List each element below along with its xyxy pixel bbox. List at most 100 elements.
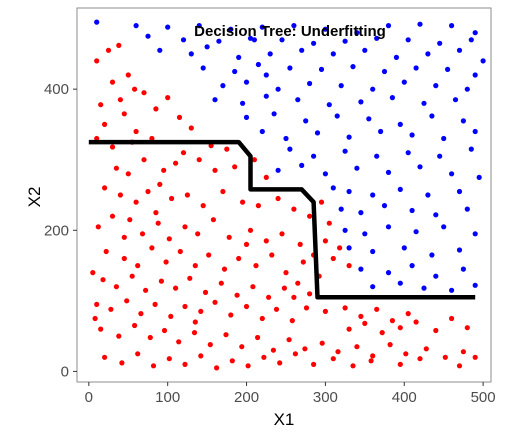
point-blue [145,33,151,39]
point-red [102,185,108,191]
point-red [289,318,295,324]
point-red [277,360,283,366]
point-red [98,102,104,108]
point-red [141,157,147,163]
point-red [362,320,368,326]
point-red [139,231,146,237]
point-red [206,252,212,258]
point-blue [468,146,474,152]
point-blue [346,188,352,195]
point-blue [334,113,340,119]
point-blue [243,79,250,85]
point-blue [263,93,269,99]
point-red [374,306,380,312]
point-red [202,289,209,295]
point-blue [259,128,265,135]
point-red [270,347,276,353]
point-blue [413,229,419,235]
point-blue [472,282,478,288]
point-red [311,361,317,367]
point-red [330,356,336,362]
points-layer [90,19,486,371]
point-blue [287,65,293,71]
point-blue [346,245,352,251]
point-blue [378,128,384,135]
point-red [307,213,313,219]
point-blue [472,231,478,237]
point-blue [362,47,368,53]
point-red [195,231,201,237]
point-blue [480,58,486,64]
point-blue [441,135,447,142]
point-red [138,311,144,317]
point-blue [370,86,376,92]
point-red [433,327,439,334]
point-blue [338,83,344,89]
point-red [132,86,138,92]
point-blue [303,118,309,124]
point-red [135,351,141,357]
point-blue [433,273,439,279]
point-red [153,210,159,216]
decision-boundary-line [88,139,476,300]
point-red [100,277,106,283]
point-blue [472,72,478,78]
point-red [403,351,409,357]
point-red [94,301,100,307]
point-red [253,263,259,269]
point-red [275,195,281,202]
point-blue [346,134,352,140]
point-red [322,238,328,244]
point-red [342,305,348,311]
point-blue [322,26,328,32]
point-red [247,227,254,233]
point-red [240,199,246,205]
point-blue [433,212,439,218]
point-red [161,327,168,334]
point-blue [370,284,376,290]
point-red [236,255,242,262]
point-red [319,340,325,346]
point-blue [370,192,376,198]
point-red [358,313,364,319]
point-blue [259,24,265,30]
point-red [413,319,419,325]
point-red [245,363,251,369]
point-red [191,330,198,336]
point-red [460,349,466,355]
point-blue [472,30,478,36]
point-red [263,238,269,244]
point-red [228,312,234,318]
point-blue [460,118,466,124]
point-blue [452,97,459,103]
point-blue [358,210,364,216]
point-blue [220,83,226,89]
point-blue [449,287,455,293]
y-tick-label: 200 [44,222,69,239]
point-red [127,217,133,223]
point-red [449,315,455,322]
point-red [113,284,119,290]
point-red [103,248,109,255]
point-blue [342,148,348,154]
point-blue [449,23,455,29]
point-blue [374,35,380,41]
point-red [141,90,147,96]
point-red [322,308,328,314]
point-red [192,319,198,325]
point-blue [240,100,246,106]
point-red [166,236,172,242]
point-red [214,365,220,371]
point-red [423,346,429,352]
point-blue [275,86,281,92]
point-red [212,167,218,173]
point-red [198,353,204,359]
point-red [163,259,169,265]
point-red [442,354,448,360]
point-red [176,114,183,120]
point-red [182,303,188,310]
point-blue [196,23,202,29]
point-red [109,213,116,219]
point-red [387,342,393,348]
x-axis-title: X1 [274,410,295,429]
